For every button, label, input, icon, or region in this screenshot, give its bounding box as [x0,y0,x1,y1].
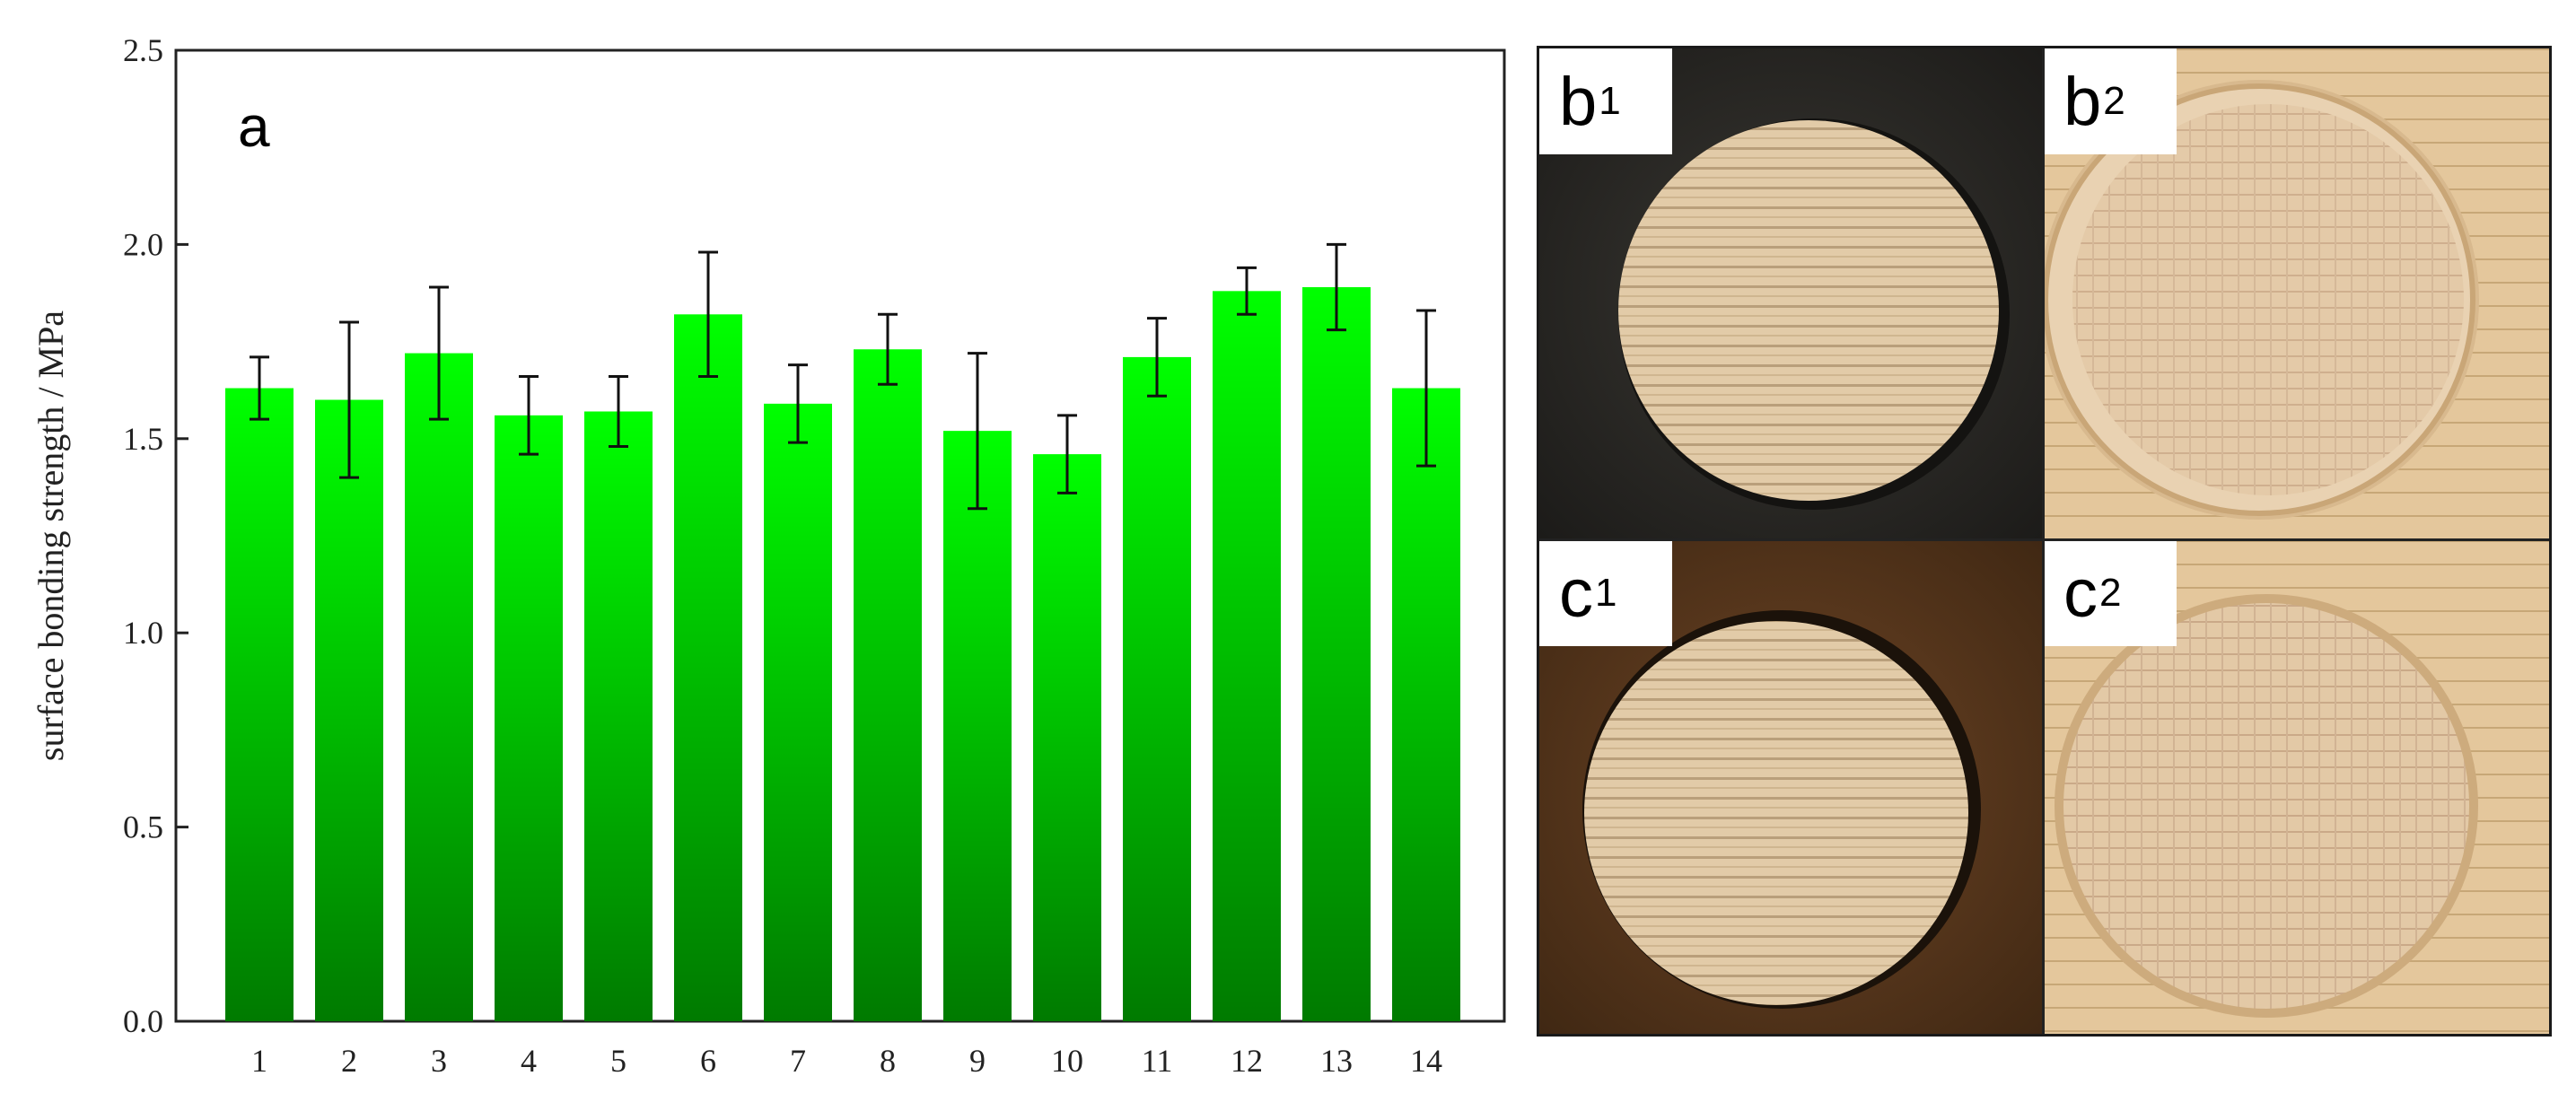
x-tick-label-1: 1 [251,1043,267,1079]
x-tick-label-10: 10 [1051,1043,1083,1079]
error-bar-10 [1057,414,1077,494]
bar-1 [225,388,294,1021]
error-bar-1 [250,355,269,421]
error-bar-6 [698,250,718,379]
x-tick-label-11: 11 [1142,1043,1173,1079]
error-bar-2 [339,320,359,479]
error-bar-11 [1147,317,1167,398]
photo-divider-vertical [2042,48,2045,1034]
x-tick-label-7: 7 [790,1043,806,1079]
plot-frame [174,48,1506,1023]
x-tick-label-2: 2 [341,1043,357,1079]
photo-b2-image [2044,48,2549,540]
error-bar-4 [519,375,539,456]
x-tick-label-5: 5 [610,1043,626,1079]
x-tick-label-12: 12 [1231,1043,1263,1079]
bar-2 [315,399,383,1021]
bar-14 [1392,388,1460,1021]
bar-6 [674,314,742,1022]
bar-chart: 0.0 0.5 1.0 1.5 2.0 2.5 1 2 3 4 5 6 7 8 9 10 11 12 13 14 a… [31,32,1506,1079]
x-tick-label-13: 13 [1320,1043,1353,1079]
panel-label-a: a [238,94,270,159]
x-tick-label-14: 14 [1410,1043,1442,1079]
x-tick-label-6: 6 [700,1043,716,1079]
bar-4 [495,415,563,1021]
photo-c1-image [1539,540,2044,1034]
y-tick-label-2.5: 2.5 [123,32,163,68]
photo-divider-horizontal [1539,538,2549,541]
y-tick-label-1.0: 1.0 [123,615,163,651]
x-tick-label-9: 9 [969,1043,986,1079]
bar-9 [943,431,1012,1021]
error-bar-14 [1416,309,1436,468]
error-bar-8 [878,312,898,386]
bar-12 [1213,291,1281,1021]
x-tick-label-8: 8 [880,1043,896,1079]
x-tick-label-4: 4 [521,1043,537,1079]
bar-7 [764,403,832,1021]
error-bar-7 [788,363,808,444]
y-tick-label-2.0: 2.0 [123,226,163,262]
y-tick-label-1.5: 1.5 [123,421,163,457]
chart-svg: 0.00.51.01.52.02.5 1 2 3 4 5 6 7 8 9 10 11 12 13 14 a… [31,32,1506,1079]
bar-3 [405,353,473,1022]
error-bar-9 [968,352,987,511]
bar-5 [584,411,653,1021]
bar-8 [854,349,922,1022]
y-tick-label-0.0: 0.0 [123,1003,163,1039]
error-bar-3 [429,285,449,421]
y-tick-label-0.5: 0.5 [123,809,163,845]
bar-10 [1033,454,1101,1021]
error-bar-12 [1237,266,1257,316]
error-bar-5 [609,375,628,448]
y-axis-label: surface bonding strength / MPa [31,311,71,761]
x-tick-label-3: 3 [431,1043,447,1079]
error-bar-13 [1327,242,1346,332]
bar-11 [1123,356,1191,1021]
bar-13 [1302,287,1371,1021]
